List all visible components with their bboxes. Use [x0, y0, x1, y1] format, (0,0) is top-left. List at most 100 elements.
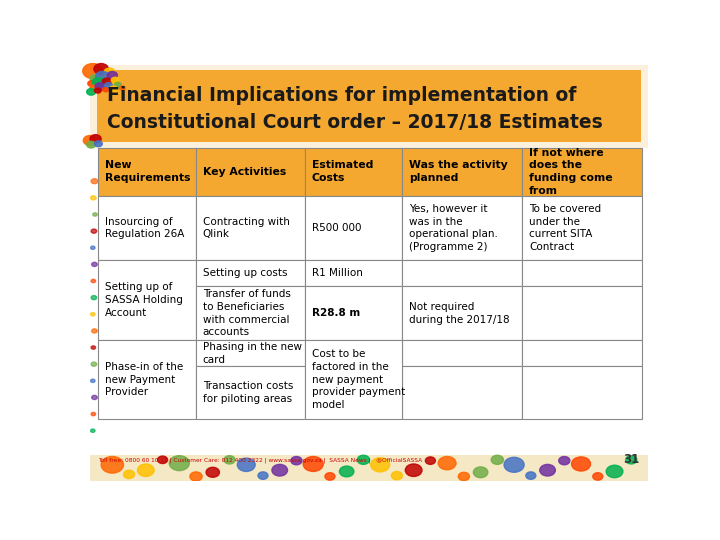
Text: Contracting with
Qlink: Contracting with Qlink	[203, 217, 289, 239]
Text: To be covered
under the
current SITA
Contract: To be covered under the current SITA Con…	[529, 204, 601, 252]
Text: R1 Million: R1 Million	[312, 268, 362, 278]
Circle shape	[473, 467, 488, 478]
Circle shape	[224, 456, 235, 464]
FancyBboxPatch shape	[523, 366, 642, 419]
Circle shape	[158, 456, 168, 463]
Circle shape	[91, 246, 95, 249]
Circle shape	[86, 89, 96, 95]
FancyBboxPatch shape	[96, 70, 641, 141]
Circle shape	[303, 456, 323, 471]
Circle shape	[86, 141, 96, 148]
Circle shape	[91, 379, 95, 382]
Circle shape	[357, 455, 369, 464]
Circle shape	[206, 467, 220, 477]
FancyBboxPatch shape	[402, 260, 523, 286]
FancyBboxPatch shape	[196, 340, 305, 366]
Circle shape	[371, 458, 390, 472]
Circle shape	[138, 464, 154, 476]
Circle shape	[91, 329, 97, 333]
Circle shape	[91, 279, 96, 282]
Circle shape	[120, 86, 125, 90]
Text: Insourcing of
Regulation 26A: Insourcing of Regulation 26A	[105, 217, 184, 239]
Circle shape	[83, 64, 103, 78]
Text: Transaction costs
for piloting areas: Transaction costs for piloting areas	[203, 381, 293, 404]
Circle shape	[339, 466, 354, 477]
Circle shape	[93, 213, 97, 216]
Text: Estimated
Costs: Estimated Costs	[312, 160, 373, 183]
Circle shape	[92, 78, 104, 87]
Circle shape	[91, 395, 97, 400]
FancyBboxPatch shape	[99, 340, 196, 419]
Text: R28.8 m: R28.8 m	[312, 308, 360, 318]
Circle shape	[107, 71, 117, 79]
Circle shape	[91, 346, 96, 349]
FancyBboxPatch shape	[523, 260, 642, 286]
Circle shape	[405, 464, 422, 476]
FancyBboxPatch shape	[305, 148, 402, 196]
Text: Not required
during the 2017/18: Not required during the 2017/18	[409, 302, 510, 325]
Circle shape	[124, 470, 135, 478]
Circle shape	[91, 179, 98, 184]
Circle shape	[540, 464, 555, 476]
Text: 31: 31	[624, 453, 639, 467]
Circle shape	[91, 229, 96, 233]
Circle shape	[392, 471, 402, 480]
Circle shape	[109, 86, 117, 92]
Circle shape	[238, 458, 255, 471]
Circle shape	[91, 429, 95, 433]
Circle shape	[91, 313, 95, 316]
Circle shape	[84, 136, 96, 145]
FancyBboxPatch shape	[90, 148, 648, 481]
FancyBboxPatch shape	[196, 366, 305, 419]
FancyBboxPatch shape	[99, 260, 196, 340]
FancyBboxPatch shape	[523, 148, 642, 196]
Text: Setting up costs: Setting up costs	[203, 268, 287, 278]
Circle shape	[526, 472, 536, 480]
Text: Toll free: 0800 60 10 11 | Customer Care: 012 400 2322 | www.sassa.gov.za |  SAS: Toll free: 0800 60 10 11 | Customer Care…	[99, 457, 423, 463]
Circle shape	[94, 64, 109, 75]
Text: Financial Implications for implementation of: Financial Implications for implementatio…	[107, 86, 576, 105]
Circle shape	[103, 87, 109, 92]
Circle shape	[102, 78, 111, 85]
Circle shape	[90, 134, 101, 143]
Circle shape	[90, 85, 96, 90]
Circle shape	[572, 457, 590, 471]
FancyBboxPatch shape	[523, 286, 642, 340]
Text: Transfer of funds
to Beneficiaries
with commercial
accounts: Transfer of funds to Beneficiaries with …	[203, 289, 291, 338]
FancyBboxPatch shape	[90, 455, 648, 481]
Circle shape	[459, 472, 469, 481]
FancyBboxPatch shape	[402, 196, 523, 260]
Circle shape	[96, 71, 109, 82]
Text: R500 000: R500 000	[312, 223, 361, 233]
Circle shape	[111, 77, 119, 83]
Text: Was the activity
planned: Was the activity planned	[409, 160, 508, 183]
Circle shape	[91, 262, 97, 266]
FancyBboxPatch shape	[523, 340, 642, 366]
Circle shape	[94, 141, 102, 147]
Circle shape	[90, 75, 99, 82]
Circle shape	[91, 413, 96, 416]
Circle shape	[626, 456, 637, 464]
Circle shape	[559, 456, 570, 465]
FancyBboxPatch shape	[196, 286, 305, 340]
Circle shape	[169, 456, 189, 471]
Text: If not where
does the
funding come
from: If not where does the funding come from	[529, 147, 613, 196]
FancyBboxPatch shape	[90, 65, 648, 481]
Circle shape	[101, 456, 124, 473]
Circle shape	[258, 472, 268, 480]
Circle shape	[114, 82, 121, 87]
FancyBboxPatch shape	[99, 148, 196, 196]
FancyBboxPatch shape	[305, 340, 402, 419]
FancyBboxPatch shape	[196, 196, 305, 260]
Circle shape	[104, 68, 115, 77]
FancyBboxPatch shape	[305, 196, 402, 260]
Circle shape	[491, 455, 503, 464]
Circle shape	[88, 80, 96, 86]
Text: Cost to be
factored in the
new payment
provider payment
model: Cost to be factored in the new payment p…	[312, 349, 405, 410]
FancyBboxPatch shape	[402, 366, 523, 419]
FancyBboxPatch shape	[523, 196, 642, 260]
Text: Phase-in of the
new Payment
Provider: Phase-in of the new Payment Provider	[105, 362, 184, 397]
Circle shape	[426, 457, 436, 464]
Circle shape	[593, 472, 603, 480]
Circle shape	[272, 464, 287, 476]
